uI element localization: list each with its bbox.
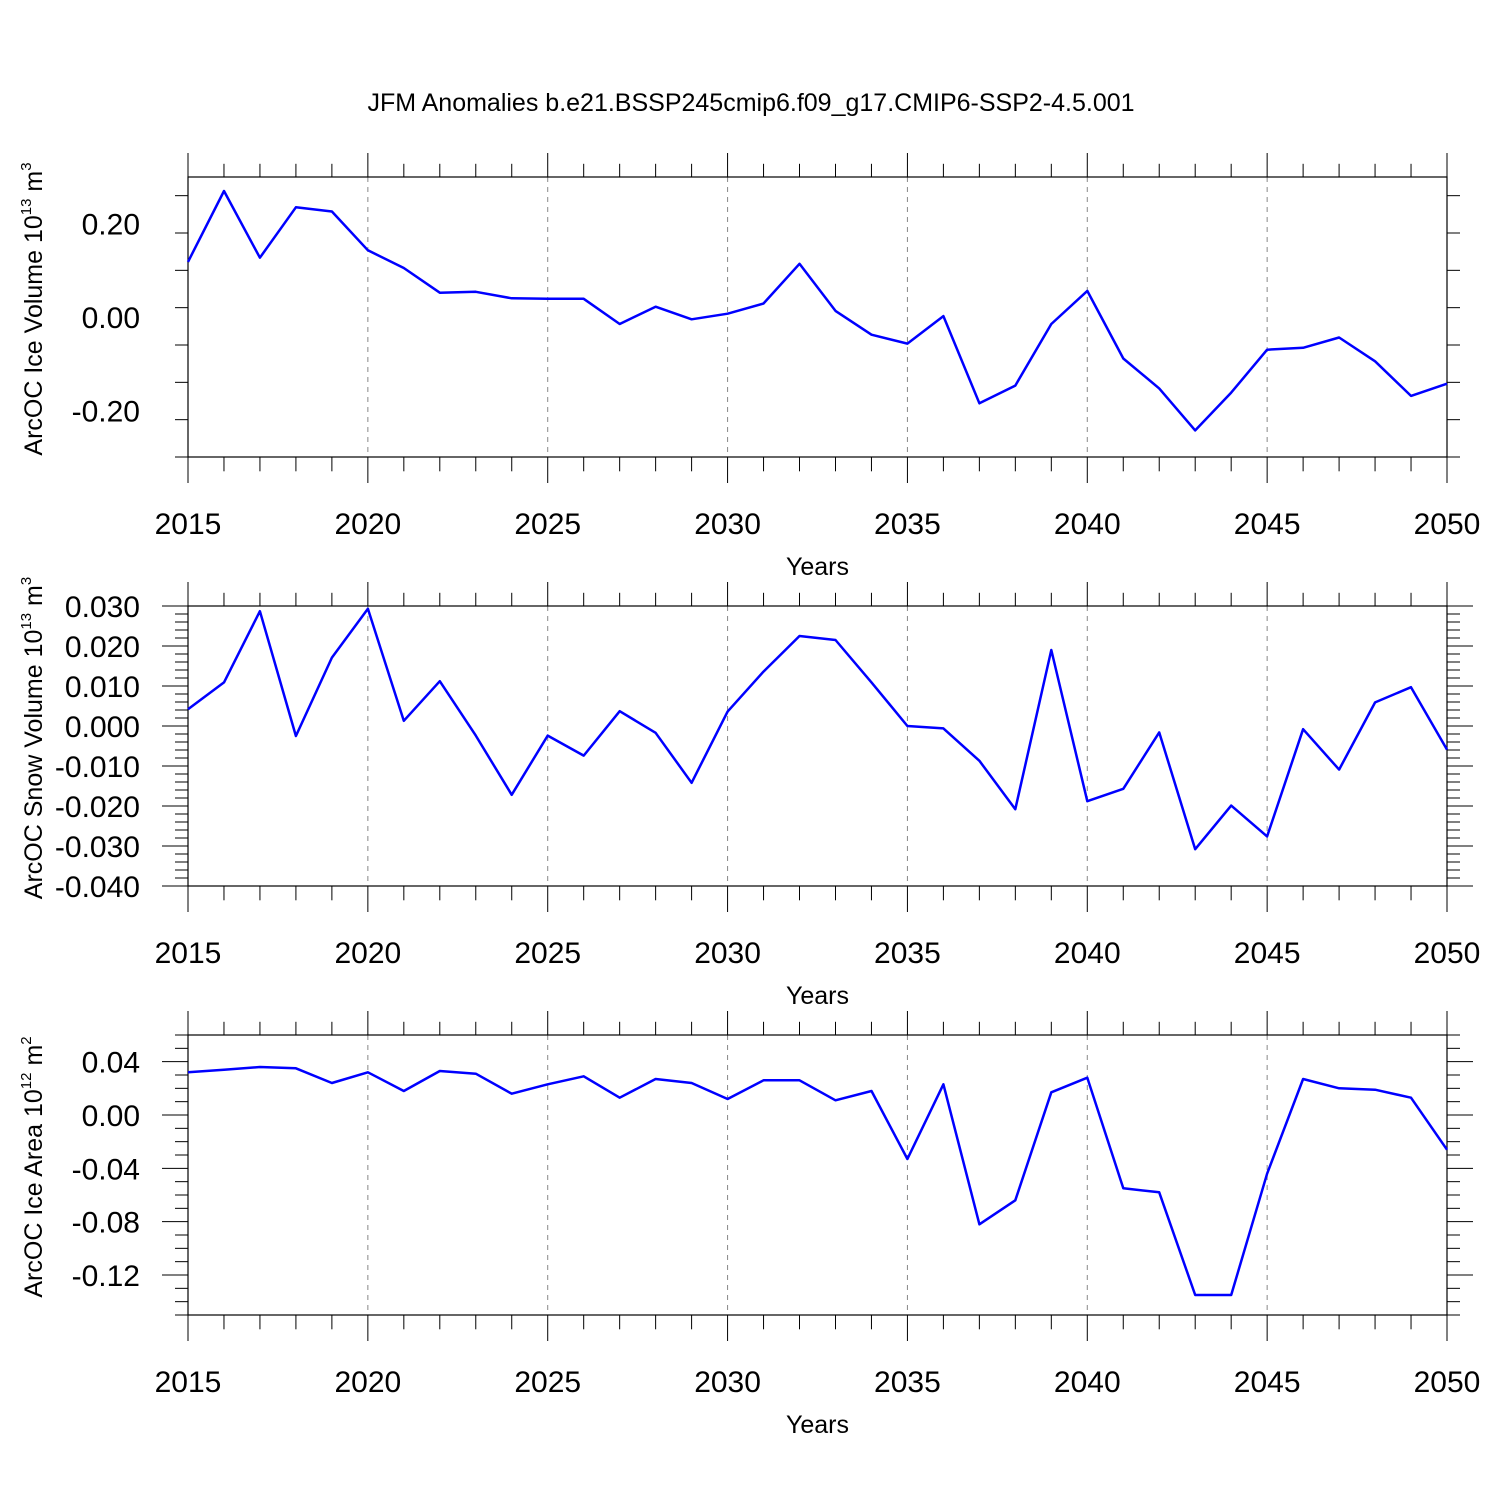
plot-frame bbox=[187, 605, 1448, 887]
x-tick-label: 2045 bbox=[1234, 1366, 1301, 1399]
x-axis-label: Years bbox=[786, 553, 849, 581]
x-tick-label: 2015 bbox=[155, 1366, 222, 1399]
y-axis-label: ArcOC Snow Volume 1013 m3 bbox=[18, 577, 48, 899]
y-tick-label: -0.010 bbox=[55, 751, 140, 784]
y-tick-label: -0.20 bbox=[72, 395, 140, 428]
y-tick-label: -0.040 bbox=[55, 871, 140, 904]
y-tick-label: -0.08 bbox=[72, 1207, 140, 1240]
y-tick-label: 0.20 bbox=[82, 209, 140, 242]
x-tick-label: 2030 bbox=[694, 508, 761, 541]
y-tick-label: 0.000 bbox=[65, 711, 140, 744]
y-tick-label: -0.020 bbox=[55, 791, 140, 824]
panel-ice-volume: -0.20 0.00 0.20 2015 2020 2025 2030 2035 2040 204… bbox=[18, 153, 1480, 581]
y-tick-label: 0.010 bbox=[65, 671, 140, 704]
panel-ice-area: -0.12 -0.08 -0.04 0.00 0.04 2015 2020 2025 2030 2… bbox=[18, 1011, 1480, 1439]
y-axis-label: ArcOC Ice Volume 1013 m3 bbox=[18, 162, 48, 455]
x-tick-label: 2030 bbox=[694, 937, 761, 970]
x-tick-label: 2050 bbox=[1414, 508, 1481, 541]
x-tick-label: 2020 bbox=[334, 1366, 401, 1399]
x-tick-label: 2035 bbox=[874, 1366, 941, 1399]
figure-title: JFM Anomalies b.e21.BSSP245cmip6.f09_g17… bbox=[367, 89, 1134, 117]
x-tick-label: 2050 bbox=[1414, 1366, 1481, 1399]
y-tick-label: 0.00 bbox=[82, 302, 140, 335]
y-tick-label: -0.04 bbox=[72, 1153, 140, 1186]
y-axis-label: ArcOC Ice Area 1012 m2 bbox=[18, 1036, 48, 1297]
y-tick-label: 0.030 bbox=[65, 591, 140, 624]
y-tick-label: 0.020 bbox=[65, 631, 140, 664]
y-tick-label: -0.12 bbox=[72, 1260, 140, 1293]
x-tick-label: 2040 bbox=[1054, 937, 1121, 970]
y-tick-label: 0.00 bbox=[82, 1100, 140, 1133]
x-tick-label: 2045 bbox=[1234, 937, 1301, 970]
x-tick-label: 2040 bbox=[1054, 1366, 1121, 1399]
x-tick-label: 2025 bbox=[514, 937, 581, 970]
x-tick-label: 2040 bbox=[1054, 508, 1121, 541]
x-tick-label: 2020 bbox=[334, 937, 401, 970]
series-line bbox=[186, 189, 1448, 432]
x-tick-label: 2025 bbox=[514, 508, 581, 541]
x-tick-label: 2015 bbox=[155, 508, 222, 541]
x-tick-label: 2015 bbox=[155, 937, 222, 970]
x-tick-label: 2020 bbox=[334, 508, 401, 541]
x-tick-label: 2035 bbox=[874, 937, 941, 970]
series-line bbox=[187, 607, 1449, 851]
plot-frame bbox=[187, 176, 1448, 458]
panel-snow-volume: -0.040 -0.030 -0.020 -0.010 0.000 0.010 0.020 0… bbox=[18, 577, 1480, 1010]
x-axis-label: Years bbox=[786, 1411, 849, 1439]
x-axis-label: Years bbox=[786, 982, 849, 1010]
plot-frame bbox=[187, 1034, 1448, 1316]
series-line bbox=[187, 1065, 1449, 1297]
x-tick-label: 2025 bbox=[514, 1366, 581, 1399]
y-tick-label: 0.04 bbox=[82, 1047, 140, 1080]
y-tick-label: -0.030 bbox=[55, 831, 140, 864]
x-tick-label: 2045 bbox=[1234, 508, 1301, 541]
x-tick-label: 2050 bbox=[1414, 937, 1481, 970]
x-tick-label: 2030 bbox=[694, 1366, 761, 1399]
x-tick-label: 2035 bbox=[874, 508, 941, 541]
